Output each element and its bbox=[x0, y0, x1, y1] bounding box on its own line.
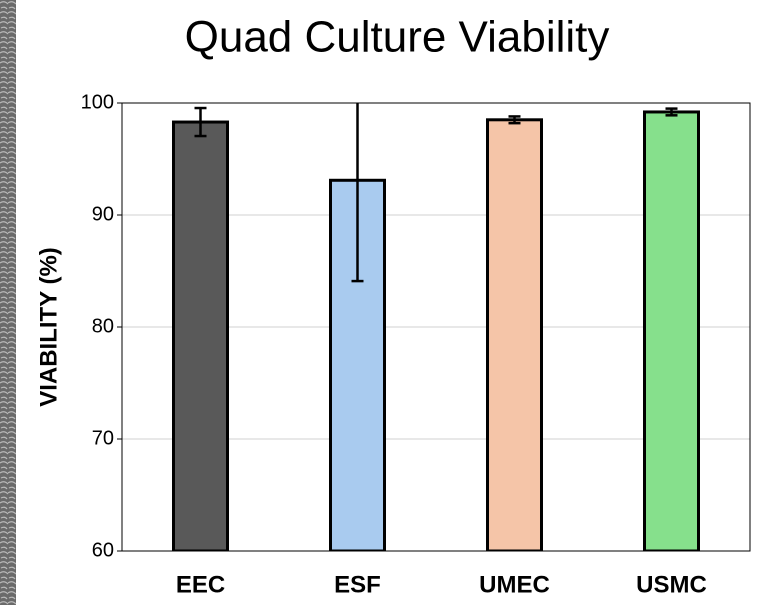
bar bbox=[172, 120, 229, 551]
error-bar bbox=[665, 107, 678, 117]
x-tick-label: EEC bbox=[176, 571, 225, 598]
bar bbox=[643, 110, 700, 551]
y-tick-label: 90 bbox=[92, 203, 114, 225]
y-tick-label: 60 bbox=[92, 539, 114, 561]
x-tick-label: UMEC bbox=[479, 571, 550, 598]
marks bbox=[172, 103, 700, 551]
x-tick-label: ESF bbox=[334, 571, 381, 598]
chart-title: Quad Culture Viability bbox=[185, 13, 610, 62]
y-tick-label: 100 bbox=[81, 91, 114, 113]
background-image bbox=[0, 0, 16, 605]
bar bbox=[486, 118, 543, 551]
error-bar bbox=[508, 115, 521, 125]
error-bar bbox=[351, 103, 364, 283]
y-tick-label: 70 bbox=[92, 427, 114, 449]
y-tick-label: 80 bbox=[92, 315, 114, 337]
x-tick-label: USMC bbox=[636, 571, 707, 598]
y-axis-label: VIABILITY (%) bbox=[35, 247, 62, 407]
error-bar bbox=[194, 106, 207, 138]
